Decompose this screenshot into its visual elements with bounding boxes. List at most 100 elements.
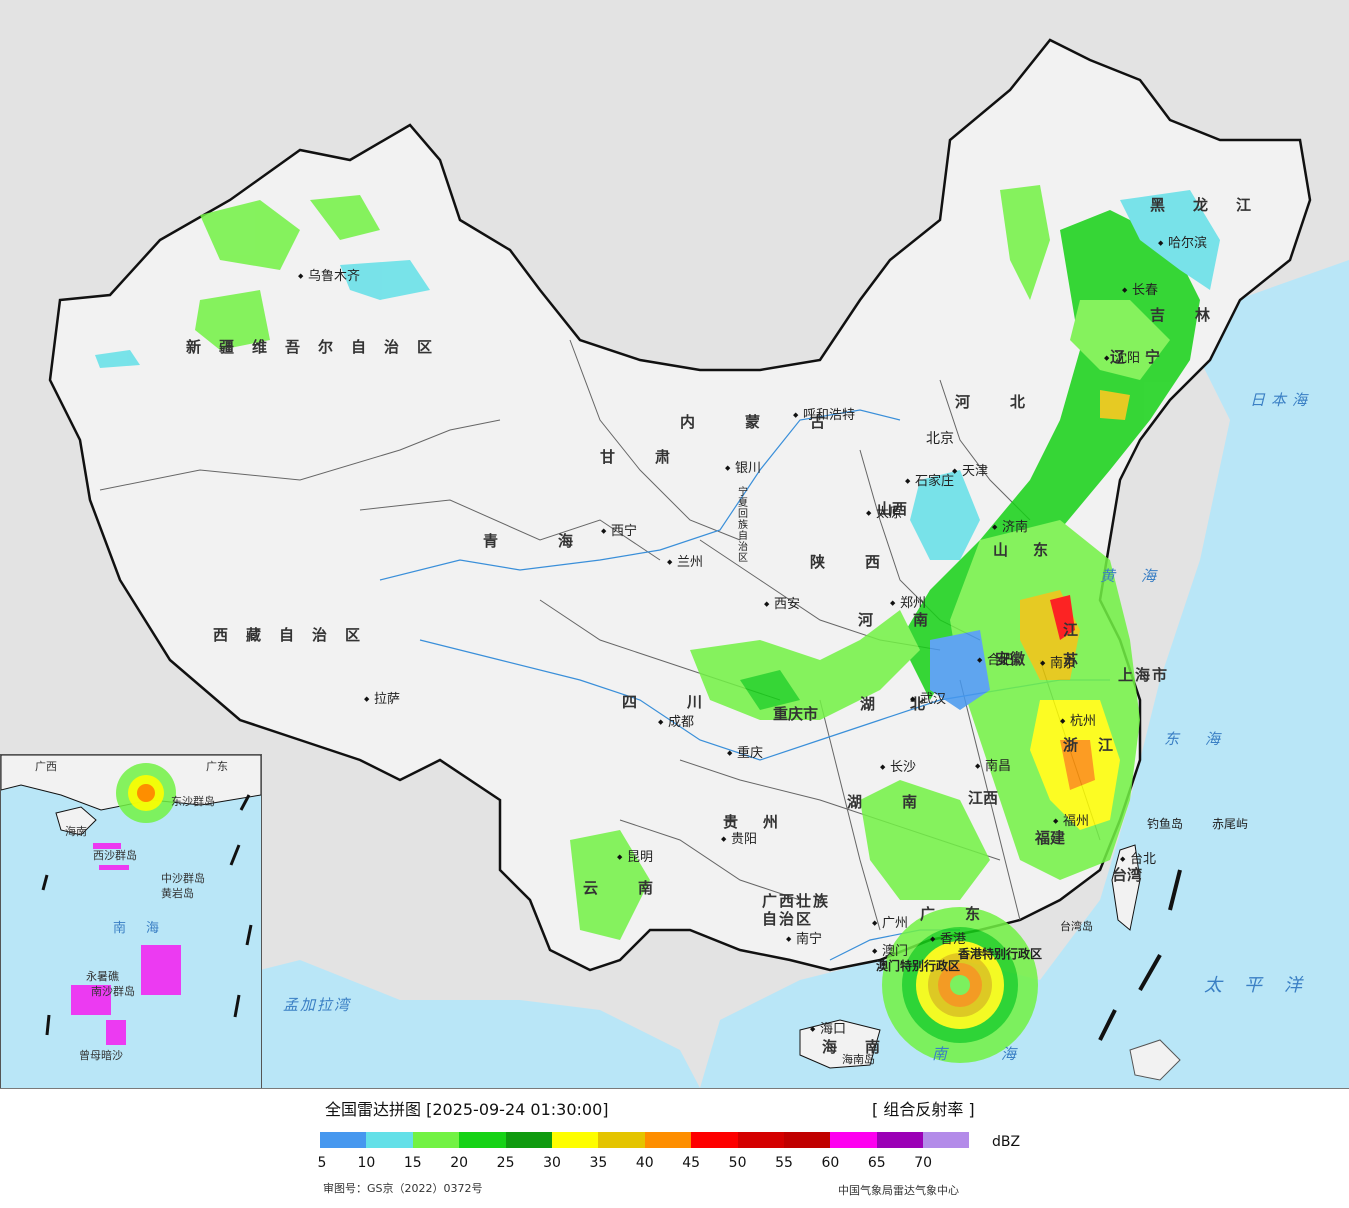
map-review-number: 审图号：GS京（2022）0372号: [323, 1182, 483, 1195]
inset-label-xisha: 西沙群岛: [93, 849, 137, 862]
legend-tick-label: 35: [589, 1155, 608, 1171]
inset-label-hainan: 海南: [65, 825, 87, 838]
legend-panel: 全国雷达拼图 [2025-09-24 01:30:00] [ 组合反射率 ] 5…: [0, 1089, 1349, 1208]
city-yinchuan: 银川: [725, 462, 761, 475]
legend-tick-label: 60: [821, 1155, 840, 1171]
legend-tick-label: 65: [867, 1155, 886, 1171]
region-label-heilongjiang: 黑龙江: [1150, 196, 1280, 214]
maritime-boundary: [1098, 869, 1182, 1041]
legend-swatch: [598, 1132, 645, 1148]
south-china-sea-inset: 广西 广东 海南 东沙群岛 西沙群岛 中沙群岛 黄岩岛 南海 永暑礁 南沙群岛 …: [0, 754, 262, 1088]
legend-swatch: [830, 1132, 877, 1148]
legend-tick-label: 70: [914, 1155, 933, 1171]
region-label-neimenggu: 内蒙古: [680, 413, 876, 431]
city-hangzhou: 杭州: [1060, 715, 1096, 728]
legend-unit: dBZ: [992, 1134, 1021, 1150]
legend-swatch: [644, 1132, 692, 1148]
region-label-sichuan: 四川: [622, 693, 753, 711]
legend-swatch: [551, 1132, 599, 1148]
region-label-fujian: 福建: [1035, 829, 1066, 847]
region-label-qinghai: 青海: [483, 532, 634, 550]
region-label-guangdong: 广东: [920, 905, 1011, 923]
region-label-jilin: 吉林: [1150, 306, 1241, 324]
island-label-chiwei: 赤尾屿: [1212, 817, 1249, 831]
island-label-hainan: 海南岛: [842, 1053, 875, 1066]
legend-tick-label: 10: [357, 1155, 376, 1171]
city-guangzhou: 广州: [872, 917, 908, 930]
city-wuhan: 武汉: [910, 693, 946, 706]
legend-tick-label: 5: [317, 1155, 327, 1171]
city-fuzhou: 福州: [1053, 815, 1089, 828]
inset-label-yongshu: 永暑礁: [86, 970, 119, 983]
city-hohhot: 呼和浩特: [793, 409, 855, 422]
inset-canvas: [1, 755, 261, 1045]
city-tianjin: 天津: [952, 465, 988, 478]
city-macau: 澳门: [872, 945, 908, 958]
legend-color-bar: [320, 1132, 970, 1148]
city-taiyuan: 太原: [866, 507, 902, 520]
legend-swatch: [366, 1132, 413, 1148]
inset-label-nansha: 南沙群岛: [91, 985, 135, 998]
city-chengdu: 成都: [658, 716, 694, 729]
inset-island-belt: [1129, 1039, 1181, 1081]
inset-label-zengmu: 曾母暗沙: [79, 1049, 123, 1062]
region-label-hebei: 河北: [955, 393, 1066, 411]
region-label-ningxia: 宁夏回族自治区: [738, 487, 748, 564]
region-label-shanghai: 上海市: [1118, 666, 1170, 684]
region-label-guangxi: 广西壮族自治区: [762, 892, 831, 928]
city-changchun: 长春: [1122, 284, 1158, 297]
sea-area: [700, 260, 1349, 1088]
city-shijiazhuang: 石家庄: [905, 475, 954, 488]
sea-label-bengal: 孟加拉湾: [283, 996, 352, 1014]
region-label-hainan: 海南: [822, 1038, 909, 1056]
city-taipei: 台北: [1120, 853, 1156, 866]
city-hongkong: 香港: [930, 933, 966, 946]
legend-swatch: [412, 1132, 460, 1148]
legend-tick-label: 40: [635, 1155, 654, 1171]
region-label-shandong: 山东: [993, 541, 1074, 559]
legend-product-type: [ 组合反射率 ]: [872, 1100, 975, 1119]
city-nanjing: 南京: [1040, 657, 1076, 670]
sea-label-japan: 日本海: [1250, 391, 1314, 409]
city-haikou: 海口: [810, 1023, 846, 1036]
inset-label-zhongsha: 中沙群岛: [161, 872, 205, 885]
city-jinan: 济南: [992, 521, 1028, 534]
legend-tick-label: 15: [403, 1155, 422, 1171]
legend-tick-label: 45: [682, 1155, 701, 1171]
inset-label-guangdong: 广东: [206, 760, 228, 773]
legend-tick-label: 25: [496, 1155, 515, 1171]
legend-tick-label: 30: [543, 1155, 561, 1171]
island-label-taiwan: 台湾岛: [1060, 920, 1093, 933]
legend-swatch: [737, 1132, 784, 1148]
region-label-shaanxi: 陕西: [810, 553, 921, 571]
map-canvas: [48, 38, 1349, 1088]
island-label-diaoyu: 钓鱼岛: [1147, 817, 1184, 831]
sea-label-east: 东海: [1164, 730, 1247, 748]
region-label-hubei: 湖北: [860, 695, 961, 713]
city-shenyang: 沈阳: [1104, 352, 1140, 365]
city-kunming: 昆明: [617, 851, 653, 864]
legend-swatch: [505, 1132, 552, 1148]
sea-label-south: 南海: [932, 1045, 1071, 1063]
legend-swatch: [691, 1132, 738, 1148]
legend-swatch: [923, 1132, 970, 1148]
region-label-hongkong: 香港特别行政区: [958, 947, 1043, 961]
sea-label-yellow: 黄海: [1100, 567, 1183, 585]
inset-label-guangxi: 广西: [35, 760, 57, 773]
legend-tick-label: 55: [775, 1155, 793, 1171]
city-zhengzhou: 郑州: [890, 597, 926, 610]
region-label-hunan: 湖南: [847, 793, 958, 811]
city-nanchang: 南昌: [975, 760, 1011, 773]
region-label-jiangxi: 江西: [968, 789, 999, 807]
region-label-gansu: 甘肃: [600, 448, 711, 466]
region-label-yunnan: 云南: [583, 879, 694, 897]
region-label-taiwan: 台湾: [1112, 866, 1143, 884]
legend-tick-label: 50: [728, 1155, 747, 1171]
inset-label-huangyan: 黄岩岛: [161, 887, 194, 900]
city-lhasa: 拉萨: [364, 693, 400, 706]
legend-tick-label: 20: [450, 1155, 469, 1171]
city-chongqing: 重庆: [727, 747, 763, 760]
city-guiyang: 贵阳: [721, 833, 757, 846]
region-label-henan: 河南: [858, 611, 969, 629]
legend-title: 全国雷达拼图 [2025-09-24 01:30:00]: [325, 1100, 609, 1119]
